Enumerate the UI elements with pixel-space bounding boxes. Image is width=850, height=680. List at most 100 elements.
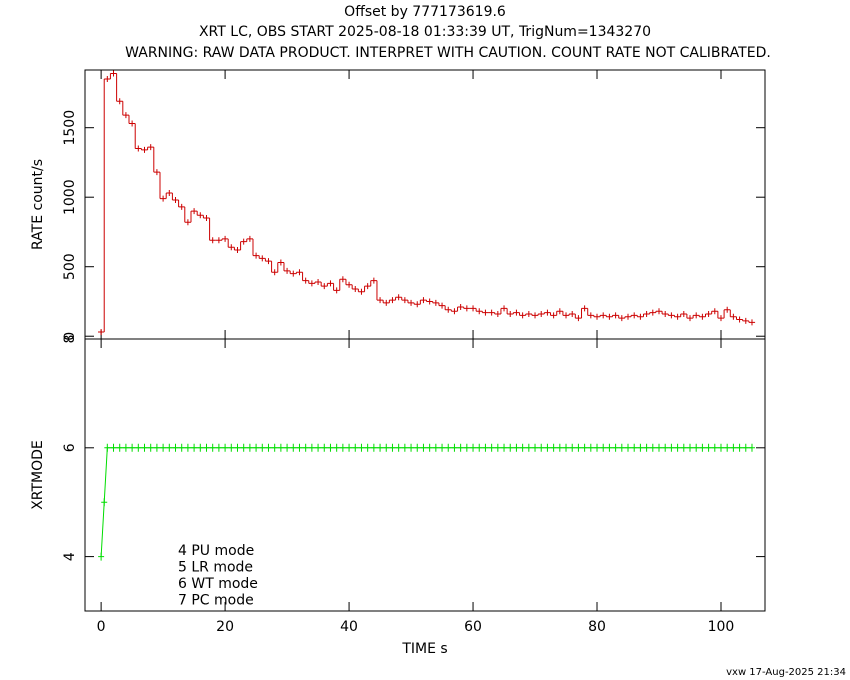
rate-bin	[544, 309, 551, 316]
x-tick-label: 0	[97, 619, 106, 635]
rate-bin	[618, 315, 625, 322]
mode-point	[532, 443, 539, 452]
mode-point	[519, 443, 526, 452]
mode-point	[271, 443, 278, 452]
mode-point	[178, 443, 185, 452]
annotation: 4 PU mode	[178, 543, 254, 559]
rate-bin	[228, 244, 235, 251]
rate-bin	[711, 308, 718, 315]
x-tick-label: 20	[216, 619, 234, 635]
footer: vxw 17-Aug-2025 21:34	[726, 667, 846, 678]
mode-point	[618, 443, 625, 452]
mode-point	[488, 443, 495, 452]
mode-point	[104, 443, 111, 452]
mode-point	[463, 443, 470, 452]
mode-point	[339, 443, 346, 452]
rate-bin	[178, 203, 185, 210]
rate-bin	[482, 309, 489, 316]
mode-point	[606, 443, 613, 452]
mode-point	[246, 443, 253, 452]
rate-bin	[166, 190, 173, 197]
mode-point	[135, 443, 142, 452]
x-axis-label: TIME s	[401, 641, 447, 657]
rate-bin	[395, 294, 402, 301]
rate-bin	[748, 319, 756, 326]
mode-point	[451, 443, 458, 452]
mode-point	[674, 443, 681, 452]
rate-bin	[525, 310, 532, 317]
rate-bin	[606, 313, 613, 320]
rate-bin	[414, 301, 421, 308]
rate-bin	[531, 312, 539, 319]
x-tick-label: 60	[464, 619, 482, 635]
rate-bin	[104, 76, 111, 83]
rate-bin	[420, 297, 427, 304]
mode-point	[352, 443, 359, 452]
mode-point	[711, 443, 718, 452]
mode-point	[321, 443, 328, 452]
mode-point	[215, 443, 222, 452]
rate-bin	[649, 309, 656, 316]
mode-point	[395, 443, 402, 452]
mode-point	[693, 443, 700, 452]
annotation: 5 LR mode	[178, 560, 253, 576]
rate-bin	[172, 196, 179, 203]
mode-point	[389, 443, 396, 452]
rate-bin	[147, 144, 154, 151]
mode-point	[296, 443, 303, 452]
rate-bin	[252, 252, 260, 259]
mode-point	[160, 443, 167, 452]
mode-point	[141, 443, 148, 452]
rate-bin	[451, 308, 458, 315]
mode-point	[346, 443, 353, 452]
rate-bin	[556, 308, 563, 315]
mode-point	[101, 498, 108, 507]
mode-point	[147, 443, 154, 452]
rate-bin	[302, 277, 309, 284]
rate-bin	[271, 269, 278, 276]
mode-point	[680, 443, 687, 452]
mode-point	[439, 443, 446, 452]
rate-bin	[562, 312, 570, 319]
rate-bin	[643, 310, 650, 317]
rate-bin	[519, 312, 526, 319]
mode-point	[643, 443, 650, 452]
rate-bin	[339, 276, 346, 283]
x-tick-label: 40	[340, 619, 358, 635]
mode-point	[408, 443, 415, 452]
mode-point	[631, 443, 638, 452]
rate-bin	[699, 313, 706, 320]
mode-point	[426, 443, 433, 452]
rate-bin	[401, 297, 408, 304]
mode-point	[364, 443, 371, 452]
rate-bin	[246, 235, 253, 242]
rate-bin	[655, 308, 663, 315]
mode-point	[575, 443, 582, 452]
rate-bin	[686, 315, 694, 322]
mode-point	[284, 443, 291, 452]
rate-bin	[321, 283, 328, 290]
mode-line	[100, 447, 752, 557]
mode-point	[166, 443, 173, 452]
mode-point	[110, 443, 117, 452]
mode-point	[587, 443, 594, 452]
mode-point	[401, 443, 408, 452]
rate-bin	[314, 279, 322, 286]
mode-point	[191, 443, 198, 452]
mode-point	[563, 443, 570, 452]
rate-bin	[383, 299, 390, 306]
rate-bin	[135, 145, 142, 152]
rate-bin	[259, 255, 266, 262]
rate-bin	[569, 310, 576, 317]
mode-point	[612, 443, 619, 452]
rate-bin	[98, 329, 105, 336]
mode-point	[649, 443, 656, 452]
rate-bin	[141, 146, 148, 153]
y-tick-label: 6	[62, 443, 78, 452]
rate-bin	[513, 309, 520, 316]
mode-point	[662, 443, 669, 452]
mode-point	[482, 443, 489, 452]
mode-point	[153, 443, 160, 452]
mode-point	[717, 443, 724, 452]
